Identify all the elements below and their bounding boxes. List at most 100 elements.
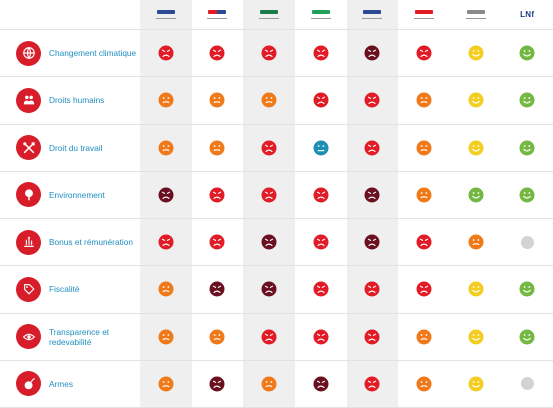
rating-cell (140, 219, 192, 267)
rating-cell (449, 314, 502, 361)
red-rating-face-icon (158, 234, 174, 250)
red-rating-face-icon (364, 92, 380, 108)
bank-header-5 (346, 0, 399, 30)
bank-3-logo-icon (258, 8, 280, 21)
orange-rating-face-icon (416, 187, 432, 203)
rating-cell (294, 30, 347, 78)
rating-cell (501, 77, 553, 125)
bank-header-4 (294, 0, 347, 30)
category-label: Fiscalité (49, 284, 80, 295)
rating-cell (398, 219, 450, 267)
yellow-rating-face-icon (468, 329, 484, 345)
bank-header-8: LNf (501, 0, 553, 30)
red-rating-face-icon (313, 45, 329, 61)
red-rating-face-icon (416, 281, 432, 297)
red-rating-face-icon (209, 45, 225, 61)
rating-cell (191, 30, 244, 78)
bank-header-2 (191, 0, 244, 30)
yellow-rating-face-icon (468, 281, 484, 297)
dark-rating-face-icon (209, 281, 225, 297)
tree-icon (16, 182, 41, 208)
rating-cell (191, 314, 244, 361)
bank-6-logo-icon (413, 8, 435, 21)
orange-rating-face-icon (158, 140, 174, 156)
yellow-rating-face-icon (468, 45, 484, 61)
category-cell: Environnement (0, 172, 140, 219)
rating-cell (191, 77, 244, 125)
bank-8-logo-icon: LNf (516, 8, 538, 21)
red-rating-face-icon (261, 187, 277, 203)
red-rating-face-icon (313, 234, 329, 250)
bank-4-logo-icon (310, 8, 332, 21)
dark-rating-face-icon (209, 376, 225, 392)
no-rating-dot (520, 235, 534, 249)
rating-cell (398, 30, 450, 78)
rating-cell (140, 171, 192, 219)
orange-rating-face-icon (416, 329, 432, 345)
rating-cell (501, 361, 553, 408)
yellow-rating-face-icon (468, 92, 484, 108)
category-label: Droits humains (49, 95, 105, 106)
rating-cell (501, 172, 553, 219)
red-rating-face-icon (313, 281, 329, 297)
yellow-rating-face-icon (468, 376, 484, 392)
bank-header-1 (140, 0, 192, 30)
rating-cell (346, 171, 399, 219)
money-icon (16, 229, 41, 255)
orange-rating-face-icon (209, 140, 225, 156)
yellow-rating-face-icon (468, 140, 484, 156)
eye-icon (16, 324, 41, 350)
dark-rating-face-icon (261, 234, 277, 250)
green-rating-face-icon (519, 92, 535, 108)
dark-rating-face-icon (158, 187, 174, 203)
bank-header-7 (449, 0, 502, 30)
rating-cell (449, 77, 502, 125)
rating-cell (398, 266, 450, 314)
category-cell: Droits humains (0, 77, 140, 125)
rating-cell (449, 125, 502, 172)
header-corner (0, 0, 140, 30)
category-label: Changement climatique (49, 48, 137, 59)
category-label: Droit du travail (49, 142, 103, 153)
green-rating-face-icon (519, 281, 535, 297)
rating-cell (346, 30, 399, 78)
rating-cell (346, 266, 399, 314)
category-cell: Transparence et redevabilité (0, 314, 140, 361)
rating-cell (140, 30, 192, 78)
bank-logo-text: LNf (520, 10, 535, 19)
rating-cell (191, 266, 244, 314)
rating-cell (294, 77, 347, 125)
category-cell: Bonus et rémunération (0, 219, 140, 267)
green-rating-face-icon (468, 187, 484, 203)
orange-rating-face-icon (261, 376, 277, 392)
category-cell: Armes (0, 361, 140, 408)
orange-rating-face-icon (158, 92, 174, 108)
bank-2-logo-icon (206, 8, 228, 21)
orange-rating-face-icon (158, 376, 174, 392)
orange-rating-face-icon (468, 234, 484, 250)
dark-rating-face-icon (364, 187, 380, 203)
rating-cell (346, 219, 399, 267)
rating-cell (398, 172, 450, 219)
bank-1-logo-icon (155, 8, 177, 21)
rating-cell (140, 266, 192, 314)
teal-rating-face-icon (313, 140, 329, 156)
no-rating-dot (520, 377, 534, 391)
red-rating-face-icon (364, 329, 380, 345)
rating-cell (191, 361, 244, 408)
rating-cell (346, 313, 399, 361)
rating-cell (243, 124, 295, 172)
globe-icon (16, 40, 41, 66)
rating-cell (294, 314, 347, 361)
rating-cell (243, 30, 295, 78)
green-rating-face-icon (519, 329, 535, 345)
red-rating-face-icon (313, 92, 329, 108)
rating-cell (501, 314, 553, 361)
red-rating-face-icon (209, 187, 225, 203)
rating-cell (346, 77, 399, 125)
category-label: Transparence et redevabilité (49, 326, 110, 347)
rating-cell (294, 266, 347, 314)
rating-cell (243, 171, 295, 219)
red-rating-face-icon (364, 281, 380, 297)
